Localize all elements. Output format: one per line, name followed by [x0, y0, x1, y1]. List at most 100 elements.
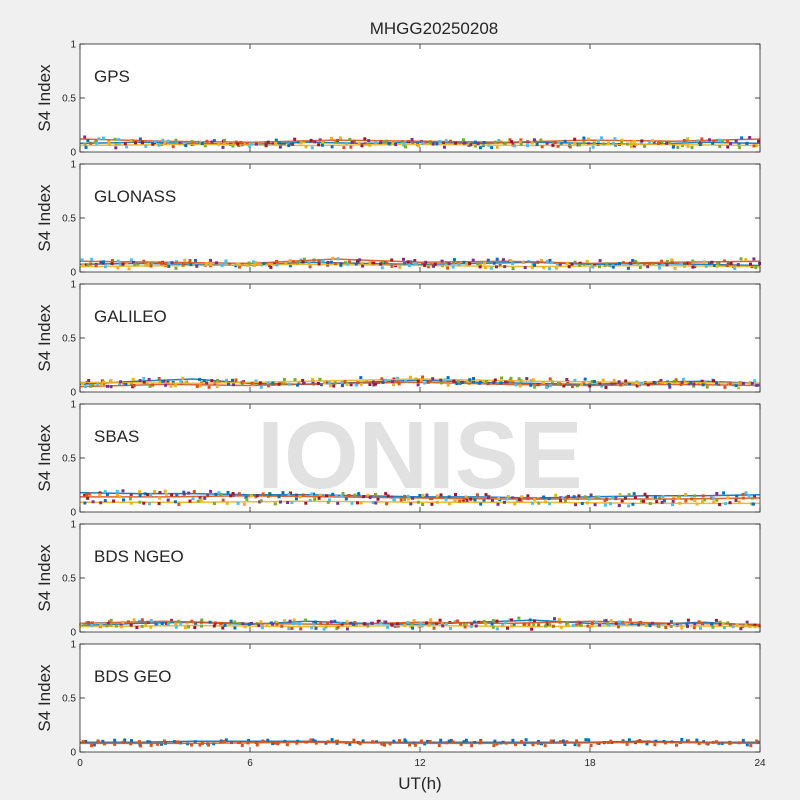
- data-point: [754, 266, 758, 269]
- data-point: [637, 623, 641, 627]
- data-point: [587, 497, 591, 501]
- data-point: [360, 144, 364, 148]
- data-point: [605, 262, 609, 266]
- data-point: [237, 262, 241, 266]
- data-point: [349, 383, 353, 387]
- data-point: [598, 623, 602, 627]
- data-point: [229, 494, 233, 498]
- data-point: [207, 385, 211, 389]
- data-point: [545, 259, 549, 263]
- data-point: [635, 384, 639, 388]
- data-point: [410, 138, 414, 141]
- data-point: [511, 496, 515, 500]
- data-point: [737, 146, 741, 150]
- data-point: [714, 740, 718, 744]
- data-point: [715, 264, 719, 268]
- data-point: [646, 265, 650, 269]
- data-point: [756, 383, 760, 387]
- y-axis-label: S4 Index: [35, 64, 54, 132]
- data-point: [436, 500, 439, 504]
- panel-label: GALILEO: [94, 307, 167, 326]
- data-point: [617, 380, 621, 384]
- data-point: [323, 381, 327, 385]
- data-point: [99, 501, 103, 505]
- data-point: [459, 623, 462, 627]
- data-point: [363, 622, 367, 626]
- data-point: [490, 498, 494, 502]
- data-point: [473, 140, 477, 144]
- data-point: [688, 262, 692, 265]
- data-point: [493, 378, 497, 382]
- y-axis-label: S4 Index: [35, 544, 54, 612]
- data-point: [506, 626, 509, 630]
- data-point: [202, 379, 206, 383]
- data-point: [352, 738, 356, 742]
- data-point: [364, 142, 368, 146]
- data-point: [447, 739, 451, 743]
- data-point: [725, 264, 729, 267]
- data-point: [430, 502, 434, 506]
- data-point: [714, 618, 718, 622]
- data-point: [296, 261, 300, 265]
- data-point: [229, 619, 233, 623]
- y-tick-label: 0: [70, 148, 76, 159]
- data-point: [533, 619, 536, 623]
- data-point: [421, 503, 425, 506]
- y-tick-label: 1: [70, 40, 76, 51]
- data-point: [611, 496, 615, 500]
- data-point: [116, 259, 120, 263]
- data-point: [210, 140, 214, 144]
- data-point: [661, 495, 665, 498]
- data-point: [193, 626, 197, 629]
- data-point: [265, 623, 269, 627]
- data-point: [109, 623, 113, 627]
- data-point: [629, 145, 633, 149]
- data-point: [684, 499, 688, 503]
- data-point: [349, 145, 353, 149]
- data-point: [146, 740, 150, 744]
- data-point: [296, 140, 300, 144]
- data-point: [142, 376, 146, 380]
- data-point: [458, 499, 462, 503]
- data-point: [533, 263, 536, 267]
- data-point: [158, 380, 162, 384]
- data-point: [470, 623, 474, 627]
- data-point: [275, 263, 279, 267]
- data-point: [380, 260, 384, 264]
- data-point: [277, 141, 281, 145]
- data-point: [115, 489, 119, 493]
- data-point: [140, 618, 144, 622]
- data-point: [676, 145, 680, 149]
- data-point: [316, 382, 320, 385]
- data-point: [588, 384, 592, 388]
- data-point: [693, 499, 697, 502]
- data-point: [551, 143, 555, 147]
- data-point: [558, 263, 562, 267]
- data-point: [245, 142, 249, 146]
- data-point: [632, 139, 636, 143]
- data-point: [469, 497, 473, 501]
- panel-data-points: [79, 489, 761, 508]
- data-point: [439, 738, 443, 742]
- data-point: [331, 256, 335, 260]
- data-point: [121, 620, 125, 624]
- data-point: [506, 495, 510, 498]
- data-point: [361, 264, 365, 268]
- data-point: [540, 145, 544, 149]
- data-point: [359, 382, 363, 386]
- data-point: [275, 259, 279, 263]
- data-point: [639, 620, 643, 624]
- data-point: [326, 500, 330, 504]
- data-point: [659, 142, 663, 146]
- data-point: [231, 492, 235, 495]
- data-point: [470, 744, 474, 748]
- data-point: [317, 496, 321, 500]
- data-point: [371, 740, 375, 744]
- data-point: [189, 263, 193, 267]
- data-point: [519, 142, 523, 146]
- data-point: [260, 626, 264, 630]
- data-point: [266, 381, 270, 385]
- data-point: [586, 624, 590, 628]
- data-point: [119, 623, 123, 627]
- data-point: [151, 142, 155, 146]
